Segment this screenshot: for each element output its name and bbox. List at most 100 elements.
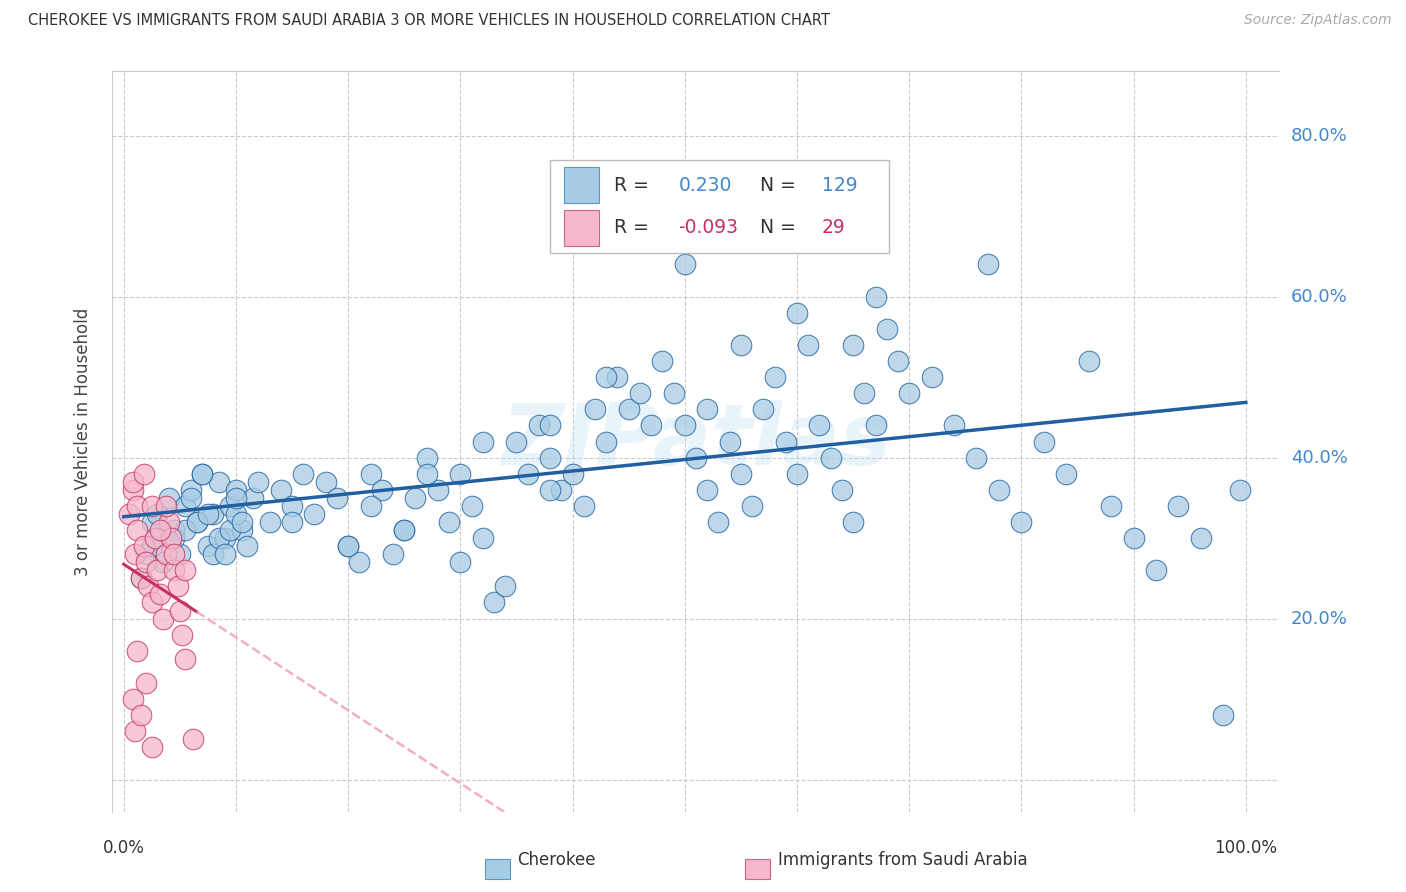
Point xyxy=(197,539,219,553)
Point xyxy=(673,418,696,433)
Point xyxy=(471,434,494,449)
Text: 129: 129 xyxy=(823,176,858,194)
Point xyxy=(1189,531,1212,545)
Point xyxy=(1032,434,1054,449)
Point xyxy=(118,507,141,521)
Point xyxy=(392,523,415,537)
Point xyxy=(247,475,270,489)
Point xyxy=(898,386,921,401)
Point xyxy=(538,418,561,433)
Text: 29: 29 xyxy=(823,219,846,237)
Point xyxy=(696,483,718,497)
Point xyxy=(1122,531,1144,545)
Point xyxy=(865,418,887,433)
Point xyxy=(1010,515,1032,529)
Point xyxy=(157,515,180,529)
Point xyxy=(124,547,146,561)
Point xyxy=(315,475,337,489)
Point xyxy=(146,507,169,521)
Point xyxy=(141,595,163,609)
Point xyxy=(163,523,186,537)
Point xyxy=(132,539,155,553)
Point xyxy=(696,402,718,417)
Point xyxy=(174,563,197,577)
Point xyxy=(943,418,966,433)
Point xyxy=(786,467,808,481)
Point xyxy=(149,523,172,537)
Point xyxy=(236,539,259,553)
Point xyxy=(628,386,651,401)
Point xyxy=(337,539,360,553)
Point xyxy=(135,547,157,561)
Point xyxy=(141,499,163,513)
Point xyxy=(1077,354,1099,368)
Point xyxy=(360,467,382,481)
Point xyxy=(124,724,146,739)
Point xyxy=(225,507,247,521)
Point xyxy=(121,483,143,497)
Point xyxy=(460,499,482,513)
Point xyxy=(146,531,169,545)
Point xyxy=(197,507,219,521)
Point xyxy=(527,418,550,433)
Point xyxy=(673,258,696,272)
Point xyxy=(415,467,437,481)
Point xyxy=(865,290,887,304)
Point xyxy=(143,531,166,545)
Point xyxy=(449,555,471,569)
Text: 60.0%: 60.0% xyxy=(1291,288,1347,306)
Point xyxy=(219,523,242,537)
Point xyxy=(170,628,193,642)
Text: ZIPatlas: ZIPatlas xyxy=(501,400,891,483)
Point xyxy=(651,354,673,368)
Point xyxy=(595,370,617,384)
Point xyxy=(141,515,163,529)
Point xyxy=(208,475,231,489)
Point xyxy=(138,579,160,593)
Point xyxy=(219,499,242,513)
Bar xyxy=(564,168,599,203)
Text: Cherokee: Cherokee xyxy=(517,851,596,869)
Text: R =: R = xyxy=(614,176,650,194)
Point xyxy=(516,467,538,481)
Point xyxy=(127,499,149,513)
Text: -0.093: -0.093 xyxy=(679,219,738,237)
Point xyxy=(976,258,998,272)
Point xyxy=(155,499,177,513)
Point xyxy=(404,491,426,505)
Point xyxy=(326,491,349,505)
Point xyxy=(718,434,741,449)
Point xyxy=(494,579,516,593)
Point xyxy=(763,370,786,384)
Point xyxy=(349,555,371,569)
Point xyxy=(538,483,561,497)
Point xyxy=(662,386,685,401)
Point xyxy=(730,338,752,352)
Point xyxy=(129,571,152,585)
Point xyxy=(471,531,494,545)
Point xyxy=(202,507,225,521)
Point xyxy=(360,499,382,513)
Point xyxy=(707,515,730,529)
Point xyxy=(786,306,808,320)
Point xyxy=(146,563,169,577)
Point xyxy=(163,563,186,577)
Point xyxy=(129,708,152,723)
Point xyxy=(121,692,143,706)
Point xyxy=(538,450,561,465)
Text: Immigrants from Saudi Arabia: Immigrants from Saudi Arabia xyxy=(778,851,1028,869)
Point xyxy=(270,483,292,497)
Point xyxy=(231,523,253,537)
Point xyxy=(449,467,471,481)
Point xyxy=(191,467,214,481)
Point xyxy=(160,531,183,545)
Point xyxy=(129,571,152,585)
Point xyxy=(640,418,662,433)
Text: N =: N = xyxy=(761,176,796,194)
Text: 80.0%: 80.0% xyxy=(1291,127,1347,145)
Point xyxy=(561,467,583,481)
Point xyxy=(181,732,204,747)
Point xyxy=(595,434,617,449)
Point xyxy=(157,491,180,505)
Text: 0.230: 0.230 xyxy=(679,176,733,194)
